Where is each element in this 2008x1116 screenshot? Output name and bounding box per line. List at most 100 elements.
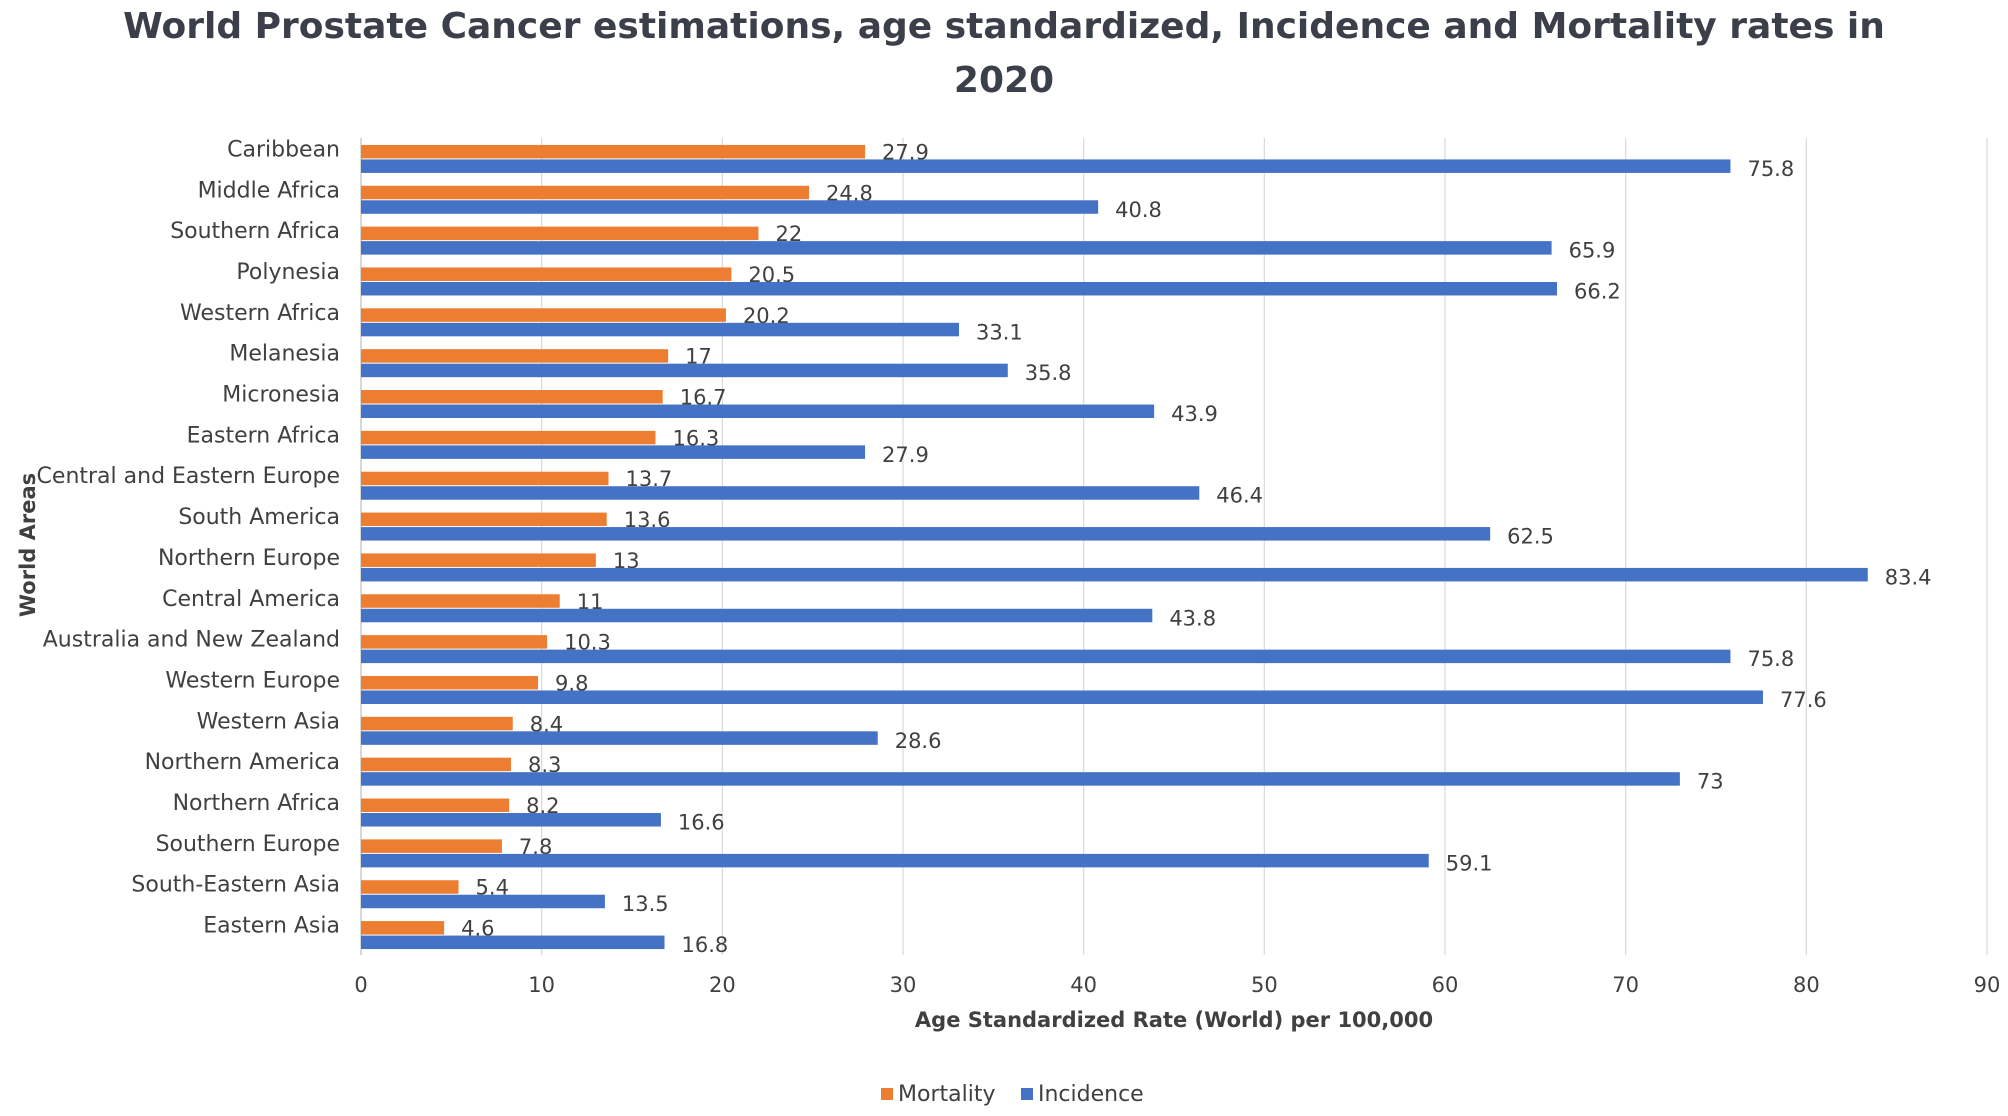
mortality-legend-swatch <box>881 1088 893 1100</box>
mortality-bar <box>361 390 663 404</box>
category-labels: Caribbean Middle Africa Southern Africa Pol… <box>37 137 340 938</box>
mortality-bar <box>361 349 669 363</box>
category-label: Central and Eastern Europe <box>37 464 340 489</box>
incidence-legend-label: Incidence <box>1038 1082 1144 1107</box>
category-label: Western Europe <box>165 668 340 693</box>
mortality-bar <box>361 921 445 935</box>
incidence-bar <box>361 200 1099 214</box>
category-label: Middle Africa <box>198 178 340 203</box>
incidence-bar <box>361 894 605 909</box>
mortality-bar <box>361 880 459 894</box>
x-tick-label: 30 <box>890 973 917 997</box>
incidence-value-label: 65.9 <box>1569 239 1616 263</box>
incidence-bar <box>361 731 878 745</box>
category-label: South America <box>178 505 340 530</box>
mortality-bar <box>361 144 866 159</box>
y-axis-title: World Areas <box>16 473 40 617</box>
mortality-bar <box>361 716 513 731</box>
bars: 27.975.824.840.82265.920.566.220.233.117… <box>361 140 1932 957</box>
incidence-bar <box>361 159 1731 173</box>
incidence-bar <box>361 813 661 827</box>
mortality-bar <box>361 471 609 486</box>
incidence-bar <box>361 241 1552 255</box>
x-tick-label: 0 <box>354 973 367 997</box>
incidence-value-label: 46.4 <box>1216 484 1263 508</box>
incidence-value-label: 66.2 <box>1574 279 1621 303</box>
incidence-value-label: 62.5 <box>1507 525 1554 549</box>
incidence-value-label: 27.9 <box>882 443 929 467</box>
incidence-bar <box>361 363 1008 378</box>
mortality-bar <box>361 185 810 200</box>
x-tick-label: 80 <box>1793 973 1820 997</box>
incidence-value-label: 33.1 <box>976 320 1023 344</box>
incidence-bar <box>361 608 1153 623</box>
mortality-legend-label: Mortality <box>898 1082 995 1107</box>
mortality-bar <box>361 226 759 241</box>
incidence-bar <box>361 527 1491 541</box>
incidence-value-label: 28.6 <box>895 729 942 753</box>
mortality-bar <box>361 757 511 772</box>
category-label: South-Eastern Asia <box>131 873 340 898</box>
incidence-value-label: 83.4 <box>1885 565 1932 589</box>
category-label: Micronesia <box>222 383 340 408</box>
mortality-bar <box>361 512 607 527</box>
incidence-bar <box>361 567 1868 582</box>
incidence-value-label: 43.8 <box>1169 606 1216 630</box>
mortality-bar <box>361 308 726 322</box>
category-label: Australia and New Zealand <box>43 628 340 653</box>
x-tick-label: 10 <box>528 973 555 997</box>
incidence-legend-swatch <box>1021 1088 1033 1100</box>
mortality-bar <box>361 675 539 690</box>
x-tick-label: 20 <box>709 973 736 997</box>
mortality-bar <box>361 267 732 281</box>
x-tick-label: 70 <box>1612 973 1639 997</box>
incidence-value-label: 75.8 <box>1747 647 1794 671</box>
mortality-bar <box>361 553 596 567</box>
category-label: Southern Africa <box>170 219 340 244</box>
incidence-bar <box>361 690 1763 704</box>
category-label: Northern Europe <box>158 546 340 571</box>
category-label: Northern Africa <box>173 791 340 816</box>
incidence-value-label: 40.8 <box>1115 198 1162 222</box>
mortality-bar <box>361 839 502 853</box>
mortality-bar <box>361 798 510 813</box>
category-label: Central America <box>162 587 340 612</box>
incidence-value-label: 16.8 <box>682 933 729 957</box>
legend: Mortality Incidence <box>881 1082 1144 1107</box>
incidence-bar <box>361 486 1200 500</box>
category-label: Northern America <box>145 750 340 775</box>
incidence-bar <box>361 445 866 459</box>
gridlines <box>360 138 1988 955</box>
category-label: Western Asia <box>197 709 340 734</box>
category-label: Polynesia <box>236 260 340 285</box>
chart-title-line-1: World Prostate Cancer estimations, age s… <box>123 6 1885 47</box>
incidence-bar <box>361 853 1429 868</box>
chart-title-line-2: 2020 <box>953 60 1055 101</box>
incidence-value-label: 77.6 <box>1780 688 1827 712</box>
x-tick-label: 50 <box>1251 973 1278 997</box>
x-tick-label: 90 <box>1974 973 2001 997</box>
incidence-value-label: 59.1 <box>1446 851 1493 875</box>
category-label: Melanesia <box>229 342 340 367</box>
incidence-value-label: 43.9 <box>1171 402 1218 426</box>
incidence-bar <box>361 322 960 337</box>
incidence-bar <box>361 281 1558 296</box>
mortality-bar <box>361 594 560 608</box>
x-tick-label: 60 <box>1432 973 1459 997</box>
category-label: Western Africa <box>180 301 340 326</box>
x-tick-label: 40 <box>1070 973 1097 997</box>
incidence-value-label: 35.8 <box>1025 361 1072 385</box>
category-label: Eastern Africa <box>187 423 340 448</box>
incidence-value-label: 73 <box>1697 770 1724 794</box>
category-label: Caribbean <box>227 137 340 162</box>
mortality-bar <box>361 635 548 649</box>
incidence-value-label: 13.5 <box>622 892 669 916</box>
incidence-bar <box>361 772 1680 786</box>
incidence-bar <box>361 935 665 950</box>
incidence-value-label: 75.8 <box>1747 157 1794 181</box>
category-label: Southern Europe <box>156 832 340 857</box>
category-label: Eastern Asia <box>203 914 340 939</box>
incidence-value-label: 16.6 <box>678 811 725 835</box>
mortality-bar <box>361 430 656 445</box>
